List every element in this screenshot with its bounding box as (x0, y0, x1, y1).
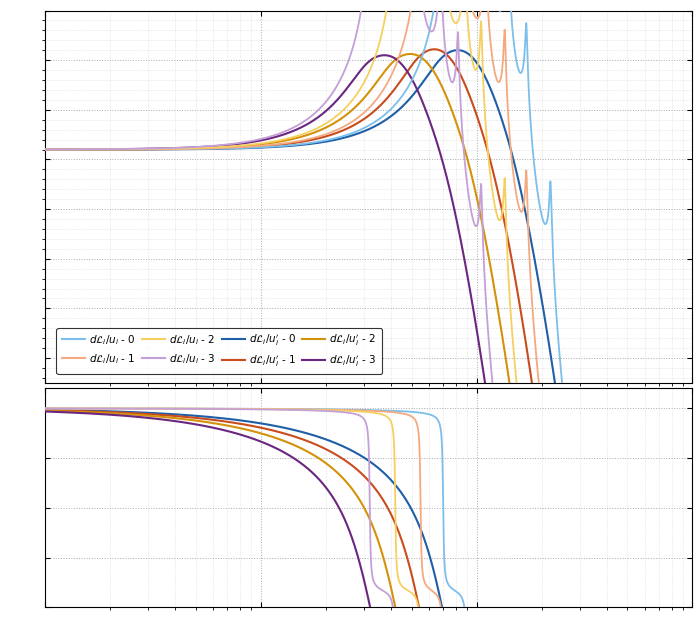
Legend: $d\mathcal{L}_i/u_i$ - 0, $d\mathcal{L}_i/u_i$ - 1, $d\mathcal{L}_i/u_i$ - 2, $d: $d\mathcal{L}_i/u_i$ - 0, $d\mathcal{L}_… (57, 327, 382, 374)
